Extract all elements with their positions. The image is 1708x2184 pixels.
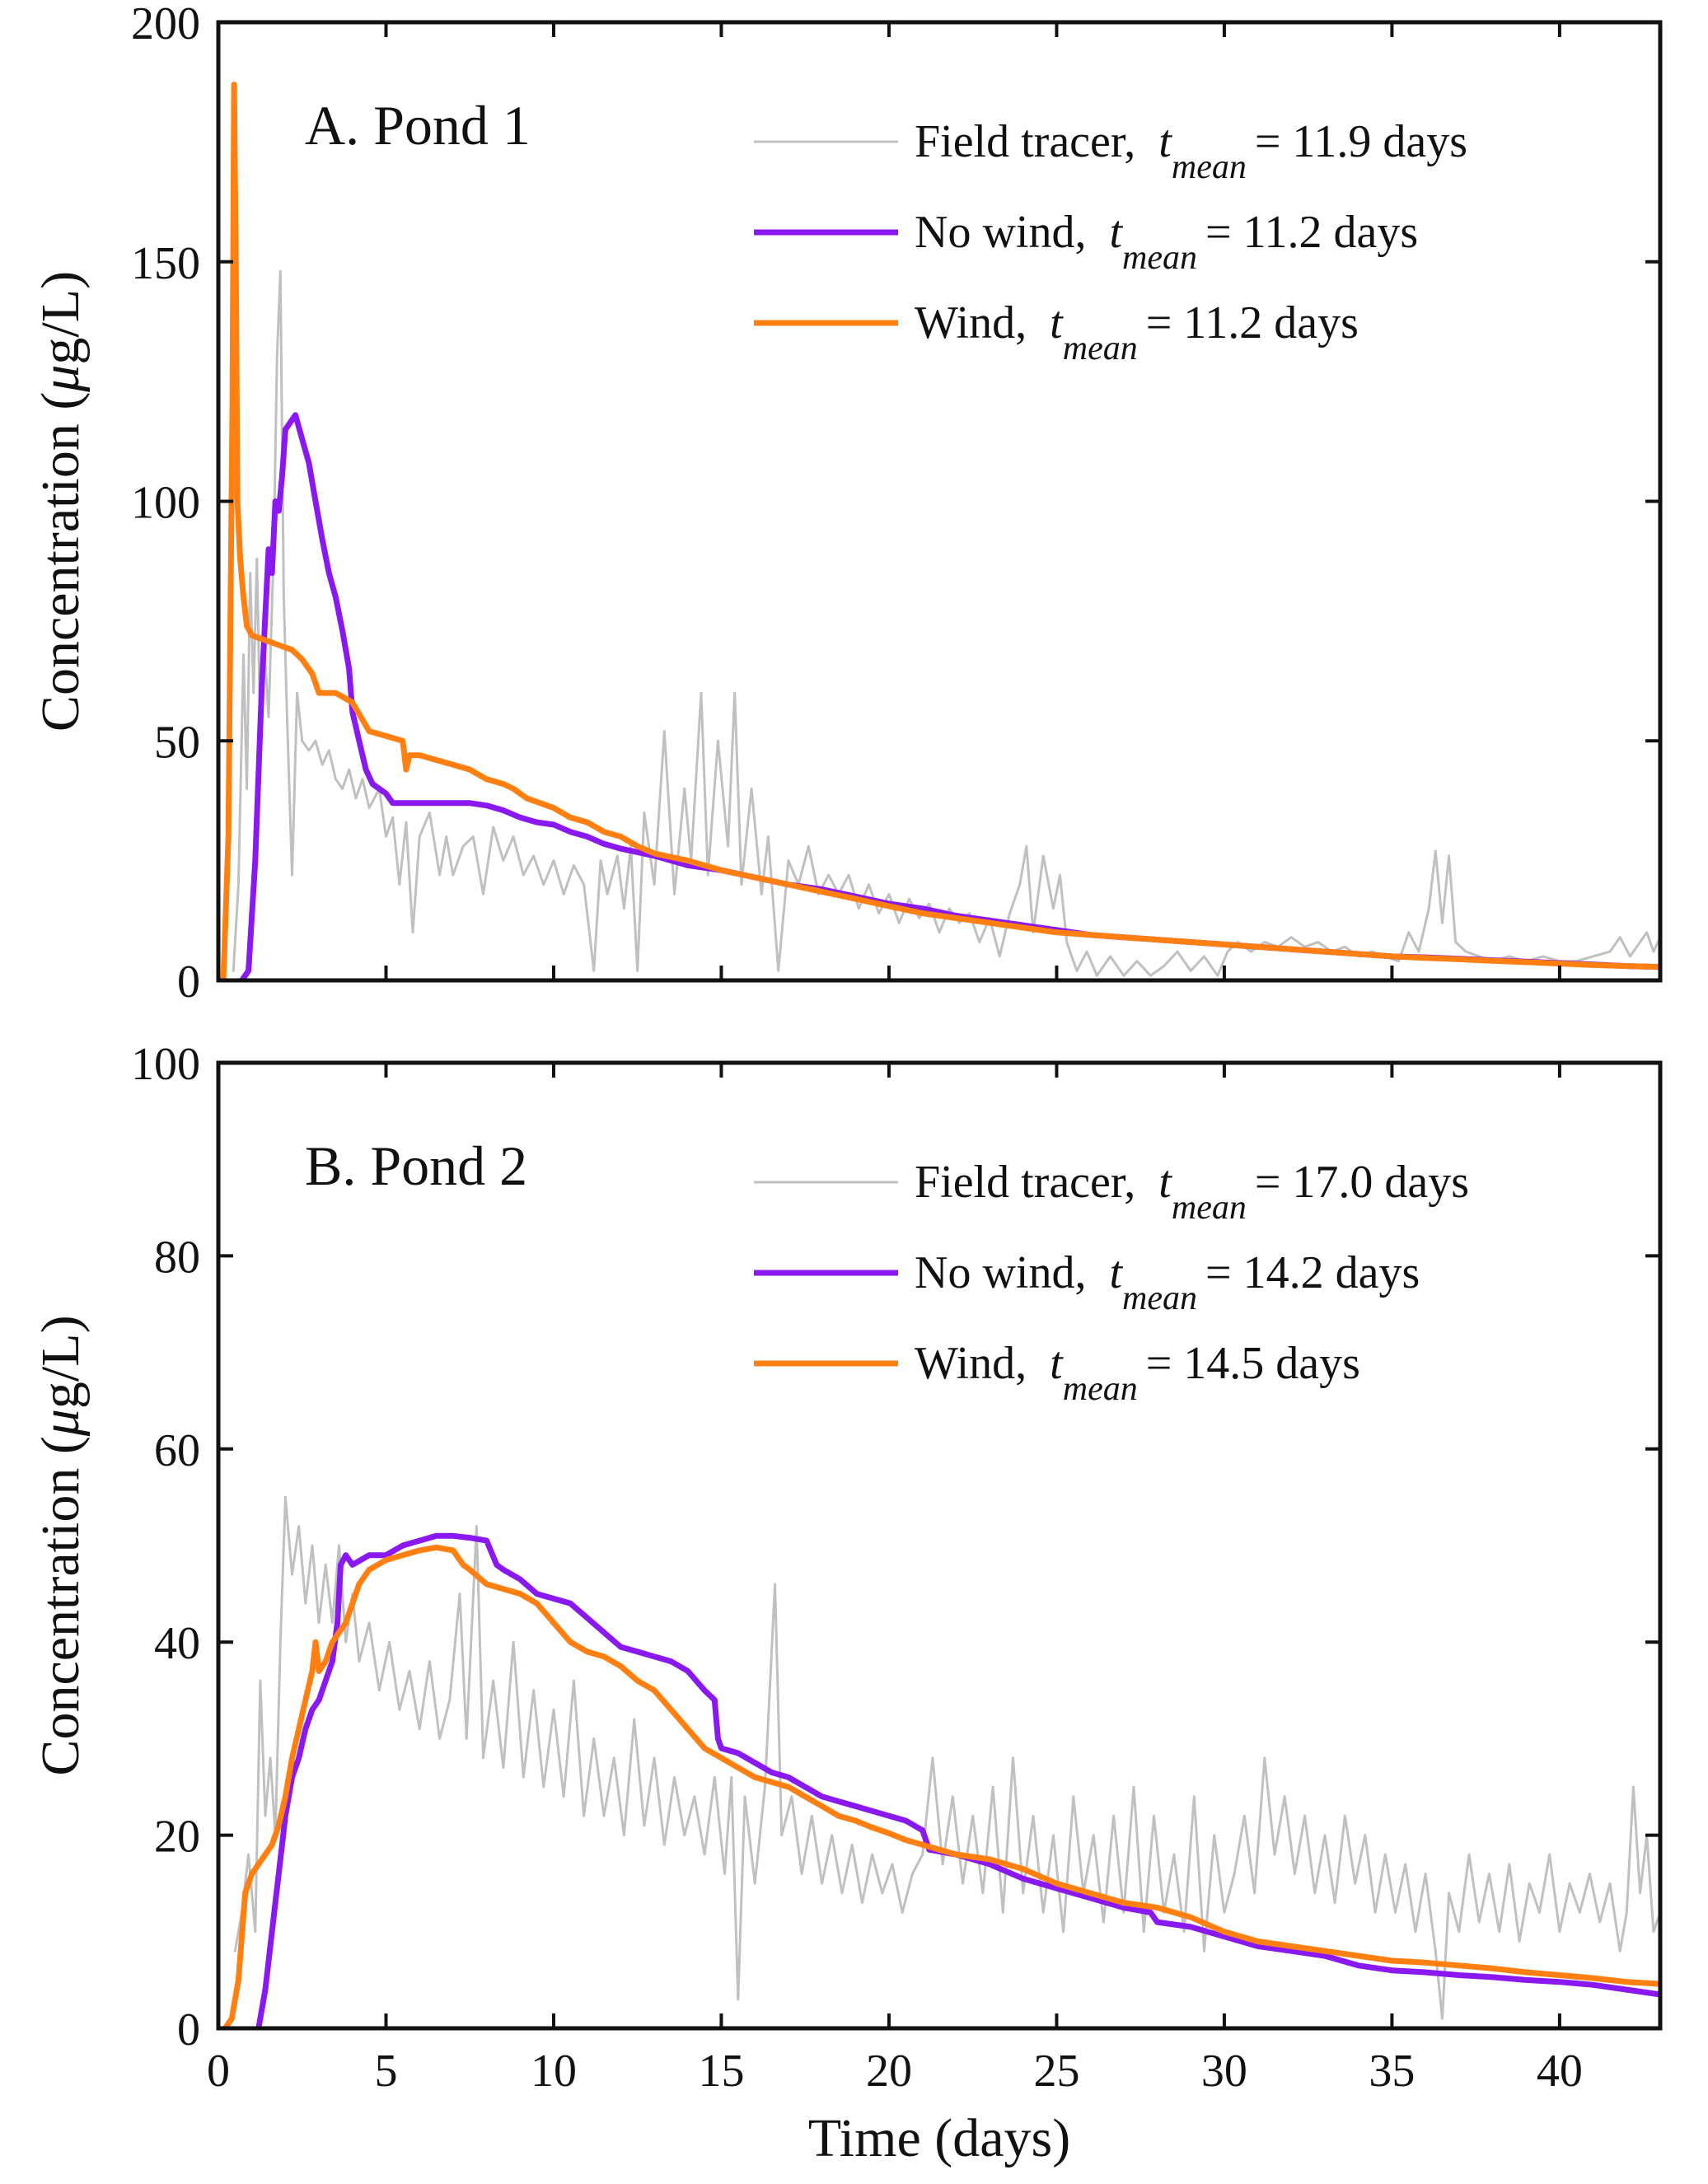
panel-b-xtick-label: 40: [1537, 2046, 1583, 2097]
panel-b-xtick-label: 5: [374, 2046, 397, 2097]
panel-b-legend: Field tracer, tmean = 17.0 days No wind, t…: [754, 1157, 1469, 1408]
panel-a-ytick-label: 100: [131, 478, 200, 529]
panel-a-series: [220, 82, 1660, 980]
panel-b-xtick-label: 15: [698, 2046, 744, 2097]
panel-b-xtick-label: 0: [207, 2046, 230, 2097]
panel-b-series-wind: [222, 1544, 1660, 2028]
panel-b-xtick-label: 35: [1369, 2046, 1415, 2097]
panel-a-ytick-label: 50: [154, 717, 200, 768]
panel-b-title: B. Pond 2: [305, 1134, 527, 1197]
panel-b: 0 20 40 60 80 100 0 5 10 15 20 25 30 35 40 B. Pond 2 F…: [30, 1039, 1663, 2168]
panel-b-series-field-tracer: [233, 1495, 1660, 2020]
panel-a-series-wind: [220, 82, 1660, 980]
panel-a-ytick-label: 200: [131, 0, 200, 49]
panel-a-y-axis-label: Concentration (μg/L): [30, 271, 91, 732]
panel-b-legend-label: No wind, tmean = 14.2 days: [915, 1247, 1420, 1317]
panel-b-series-no-wind: [255, 1532, 1660, 2028]
panel-b-ytick-label: 80: [154, 1232, 200, 1283]
panel-b-axes-frame: [216, 1060, 1663, 2031]
panel-b-ytick-label: 20: [154, 1812, 200, 1863]
panel-b-xtick-label: 30: [1201, 2046, 1247, 2097]
panel-b-xtick-label: 20: [866, 2046, 912, 2097]
panel-b-legend-label: Field tracer, tmean = 17.0 days: [915, 1157, 1469, 1227]
panel-a-legend-label: Wind, tmean = 11.2 days: [915, 297, 1359, 367]
panel-b-ytick-label: 40: [154, 1618, 200, 1669]
panel-b-series: [222, 1495, 1660, 2028]
panel-b-legend-label: Wind, tmean = 14.5 days: [915, 1338, 1360, 1408]
panel-b-ytick-label: 0: [177, 2004, 200, 2055]
x-axis-label: Time (days): [808, 2108, 1070, 2168]
panel-b-xtick-label: 25: [1033, 2046, 1079, 2097]
panel-b-ytick-label: 100: [131, 1039, 200, 1090]
panel-a-ytick-label: 150: [131, 238, 200, 289]
panel-a-ticks: 0 50 100 150 200: [131, 0, 1660, 1008]
panel-a: 0 50 100 150 200 A. Pond 1 Field tracer, tme…: [30, 0, 1663, 1008]
panel-a-ytick-label: 0: [177, 956, 200, 1008]
panel-b-xtick-label: 10: [531, 2046, 577, 2097]
panel-b-ytick-label: 60: [154, 1425, 200, 1476]
panel-a-legend-label: No wind, tmean = 11.2 days: [915, 207, 1418, 277]
panel-a-legend-label: Field tracer, tmean = 11.9 days: [915, 116, 1467, 186]
panel-a-legend: Field tracer, tmean = 11.9 days No wind, t…: [754, 116, 1467, 367]
panel-b-ticks: 0 20 40 60 80 100 0 5 10 15 20 25 30 35 40: [131, 1039, 1660, 2097]
panel-b-y-axis-label: Concentration (μg/L): [30, 1315, 91, 1775]
panel-a-title: A. Pond 1: [305, 94, 531, 157]
